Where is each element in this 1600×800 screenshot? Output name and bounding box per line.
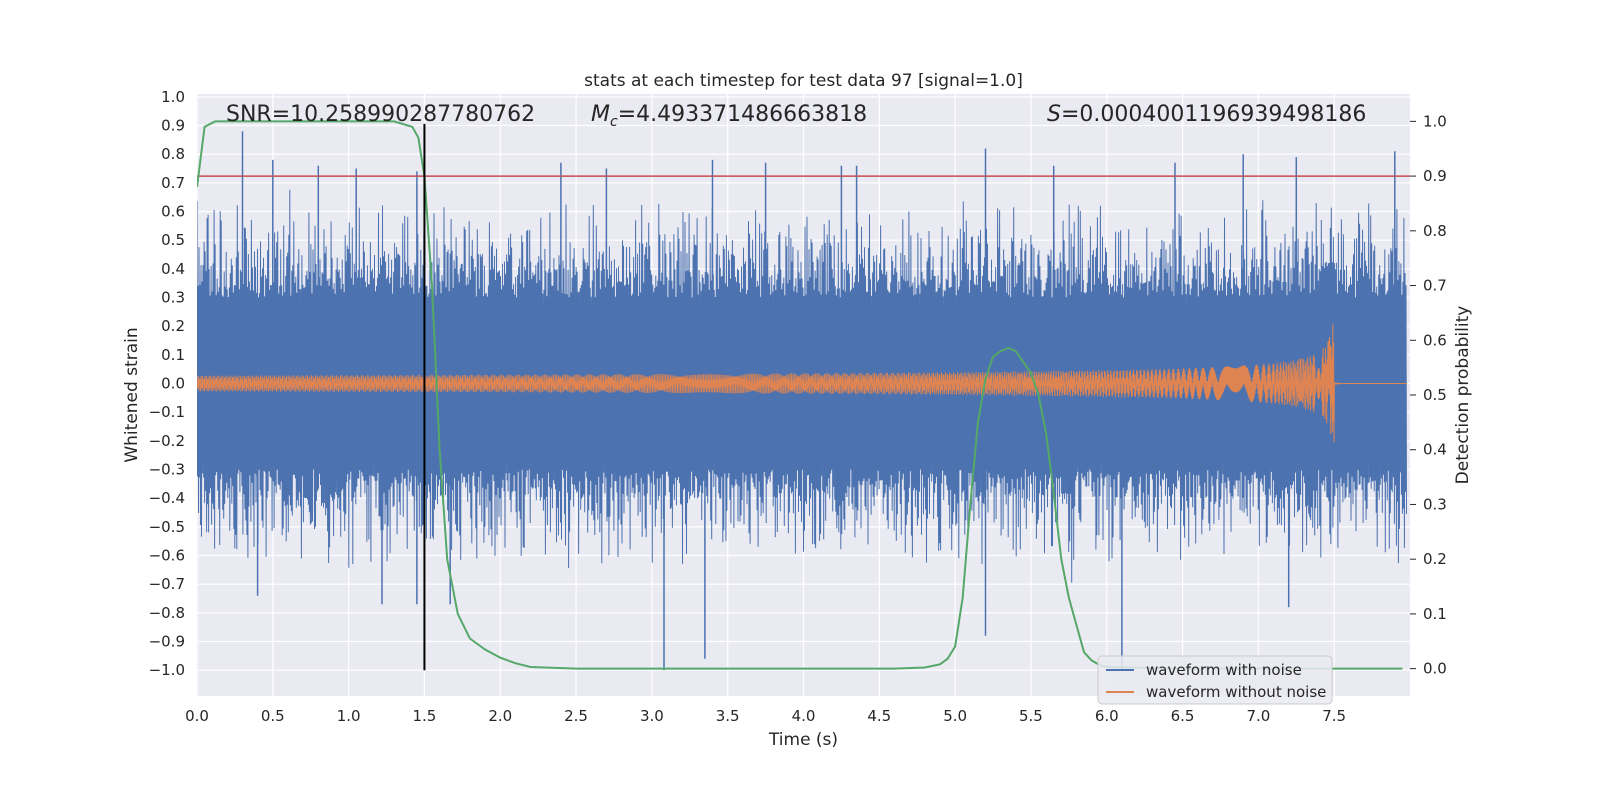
chart-title: stats at each timestep for test data 97 …	[584, 71, 1023, 91]
x-tick-label: 5.5	[1019, 707, 1043, 725]
y-tick-label: −0.6	[149, 547, 185, 565]
series-waveform-without-noise	[197, 324, 1407, 443]
x-axis-ticks: 0.0 0.5 1.0 1.5 2.0 2.5 3.0 3.5 4.0 4.5 5.0 5.5 6.0 6…	[185, 707, 1346, 725]
y-axis-label: Whitened strain	[122, 327, 142, 462]
significance-annotation: S=0.0004001196939498186	[1047, 102, 1366, 127]
x-tick-label: 2.0	[488, 707, 512, 725]
y-tick-label: 0.8	[161, 145, 185, 163]
y-tick-label: −0.7	[149, 575, 185, 593]
y-tick-label: 0.1	[161, 346, 185, 364]
series-detection-probability	[197, 120, 1403, 670]
x-tick-label: 1.5	[413, 707, 437, 725]
y2-tick-label: 0.1	[1423, 605, 1447, 623]
chirp-mass-symbol: M	[591, 102, 610, 127]
y-tick-label: 0.2	[161, 317, 185, 335]
snr-annotation: SNR=10.258990287780762	[226, 102, 535, 127]
y-tick-label: 0.4	[161, 260, 185, 278]
x-tick-label: 3.5	[716, 707, 740, 725]
x-tick-label: 7.5	[1322, 707, 1346, 725]
y-axis-ticks: 1.0 0.9 0.8 0.7 0.6 0.5 0.4 0.3 0.2 0.1 0.0 −0.1 −0.…	[149, 88, 185, 679]
y-tick-label: 1.0	[161, 88, 185, 106]
y2-tick-label: 0.6	[1423, 331, 1447, 349]
chirp-mass-value: =4.493371486663818	[618, 102, 867, 127]
legend-label: waveform with noise	[1146, 661, 1302, 679]
x-tick-label: 0.0	[185, 707, 209, 725]
y-tick-label: 0.6	[161, 203, 185, 221]
x-tick-label: 3.0	[640, 707, 664, 725]
y-tick-label: 0.7	[161, 174, 185, 192]
x-axis-label: Time (s)	[768, 730, 838, 750]
chirp-mass-annotation: Mc=4.493371486663818	[591, 102, 867, 130]
y-tick-label: 0.0	[161, 375, 185, 393]
x-tick-label: 4.0	[792, 707, 816, 725]
y2-tick-label: 0.5	[1423, 386, 1447, 404]
y2-tick-label: 0.3	[1423, 495, 1447, 513]
y-tick-label: −0.4	[149, 489, 185, 507]
significance-symbol: S	[1047, 102, 1061, 127]
y2-tick-label: 0.2	[1423, 550, 1447, 568]
y2-axis-ticks: 1.0 0.9 0.8 0.7 0.6 0.5 0.4 0.3 0.2 0.1 0.0	[1410, 112, 1447, 678]
x-tick-label: 6.5	[1171, 707, 1195, 725]
y-tick-label: −0.3	[149, 461, 185, 479]
y2-tick-label: 0.8	[1423, 222, 1447, 240]
y-tick-label: −1.0	[149, 661, 185, 679]
y-tick-label: 0.9	[161, 117, 185, 135]
x-tick-label: 0.5	[261, 707, 285, 725]
x-tick-label: 7.0	[1246, 707, 1270, 725]
y-tick-label: −0.1	[149, 403, 185, 421]
legend-box	[1097, 655, 1333, 705]
x-tick-label: 4.5	[867, 707, 891, 725]
legend: waveform with noise waveform without nois…	[1097, 655, 1333, 705]
x-tick-label: 1.0	[337, 707, 361, 725]
y2-tick-label: 1.0	[1423, 112, 1447, 130]
chirp-mass-subscript: c	[610, 114, 618, 130]
y-tick-label: −0.8	[149, 604, 185, 622]
y2-tick-label: 0.4	[1423, 441, 1447, 459]
x-tick-label: 5.0	[943, 707, 967, 725]
legend-label: waveform without noise	[1146, 683, 1326, 701]
y-tick-label: 0.3	[161, 289, 185, 307]
series-waveform-with-noise-spikes	[241, 131, 1396, 671]
y-tick-label: −0.9	[149, 633, 185, 651]
y2-tick-label: 0.0	[1423, 660, 1447, 678]
x-tick-label: 6.0	[1095, 707, 1119, 725]
y-tick-label: 0.5	[161, 231, 185, 249]
y2-tick-label: 0.7	[1423, 277, 1447, 295]
series-waveform-with-noise	[197, 189, 1407, 583]
y-tick-label: −0.5	[149, 518, 185, 536]
x-tick-label: 2.5	[564, 707, 588, 725]
y2-tick-label: 0.9	[1423, 167, 1447, 185]
significance-value: =0.0004001196939498186	[1061, 102, 1366, 127]
y2-axis-label: Detection probability	[1453, 306, 1473, 485]
y-tick-label: −0.2	[149, 432, 185, 450]
plot-area	[197, 120, 1410, 671]
